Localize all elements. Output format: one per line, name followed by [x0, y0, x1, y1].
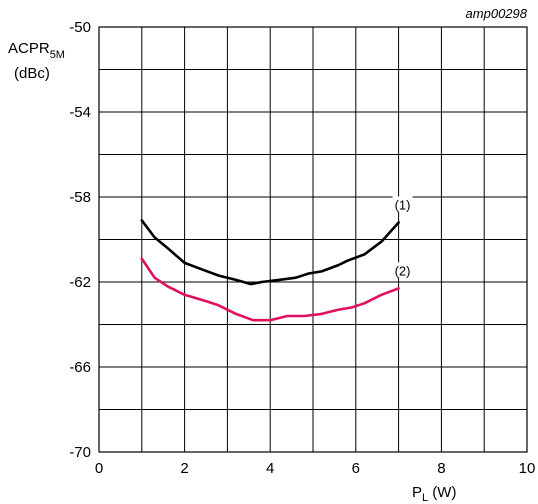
- x-axis-label-main: P: [412, 484, 422, 501]
- grid: [98, 26, 528, 453]
- y-tick-label: -62: [69, 274, 91, 291]
- x-tick-label: 0: [95, 460, 103, 477]
- x-tick-label: 2: [180, 460, 188, 477]
- y-tick-label: -70: [69, 444, 91, 461]
- x-axis-label-sub: L: [422, 492, 428, 504]
- y-tick-label: -54: [69, 104, 91, 121]
- series-label-bg: [392, 262, 413, 278]
- figure-code: amp00298: [466, 6, 528, 21]
- y-axis-label: ACPR5M: [8, 40, 65, 61]
- series-line-2: [140, 257, 400, 322]
- y-tick-label: -58: [69, 189, 91, 206]
- series-line-1: [140, 219, 400, 286]
- y-axis-label-main: ACPR: [8, 40, 50, 57]
- y-tick-label: -66: [69, 359, 91, 376]
- y-axis-label-sub: 5M: [50, 49, 65, 61]
- x-tick-label: 8: [437, 460, 445, 477]
- y-axis-unit: (dBc): [14, 65, 50, 82]
- series-label-bg: [392, 196, 413, 212]
- x-axis-label: PL (W): [412, 484, 456, 504]
- series-label-1: (1): [395, 198, 411, 213]
- series-group: [140, 219, 400, 322]
- series-label-2: (2): [395, 263, 411, 278]
- labels-group: 0 2 4 6 8 10 -70 -66 -62 -58 -54 -50 (1) (2): [69, 19, 535, 477]
- y-tick-label: -50: [69, 19, 91, 36]
- x-tick-label: 10: [519, 460, 536, 477]
- x-tick-label: 4: [266, 460, 274, 477]
- x-tick-label: 6: [352, 460, 360, 477]
- x-axis-label-unit: (W): [428, 484, 456, 501]
